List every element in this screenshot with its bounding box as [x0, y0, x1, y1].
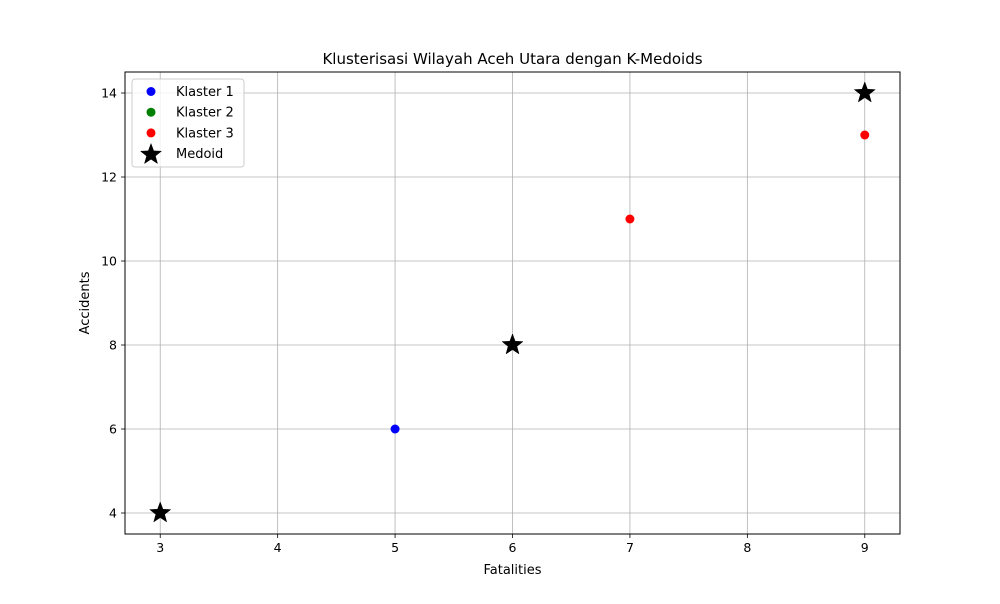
- y-tick-label: 14: [101, 86, 117, 101]
- y-tick-label: 10: [101, 254, 117, 269]
- x-tick-label: 9: [861, 540, 869, 555]
- legend-box: [131, 78, 245, 168]
- medoid-point: [149, 501, 172, 523]
- x-tick-label: 5: [391, 540, 399, 555]
- klaster-3-legend-label: Klaster 3: [176, 126, 234, 141]
- medoid-legend-label: Medoid: [176, 147, 223, 162]
- klaster-1-legend-label: Klaster 1: [176, 85, 234, 100]
- klaster-1-point: [390, 424, 400, 434]
- x-tick-label: 8: [743, 540, 751, 555]
- klaster-3-legend-marker: [146, 128, 156, 138]
- klaster-2-legend-label: Klaster 2: [176, 106, 234, 121]
- legend: Klaster 1 Klaster 2 Klaster 3 Medoid: [131, 78, 245, 168]
- medoid-point: [853, 81, 876, 103]
- klaster-3-point: [625, 214, 635, 224]
- y-tick-label: 12: [101, 170, 117, 185]
- klaster-2-legend-marker: [146, 107, 156, 117]
- medoid-legend-marker: [139, 142, 163, 165]
- klaster-1-legend-marker: [146, 87, 156, 96]
- medoid-point: [501, 333, 524, 355]
- x-tick-label: 3: [156, 540, 164, 555]
- x-axis-label: Fatalities: [483, 563, 541, 578]
- x-tick-label: 4: [274, 540, 282, 555]
- y-axis-label: Accidents: [78, 271, 93, 334]
- y-tick-label: 6: [109, 422, 117, 437]
- x-tick-label: 7: [626, 540, 634, 555]
- chart-title: Klusterisasi Wilayah Aceh Utara dengan K…: [322, 50, 702, 68]
- data-points: [149, 81, 876, 523]
- y-tick-label: 8: [109, 338, 117, 353]
- y-tick-label: 4: [109, 506, 117, 521]
- klaster-3-point: [860, 130, 870, 140]
- x-tick-label: 6: [509, 540, 517, 555]
- axis-ticks: 3 4 5 6 7 8 9 4 6 8 10 12 14: [101, 86, 869, 556]
